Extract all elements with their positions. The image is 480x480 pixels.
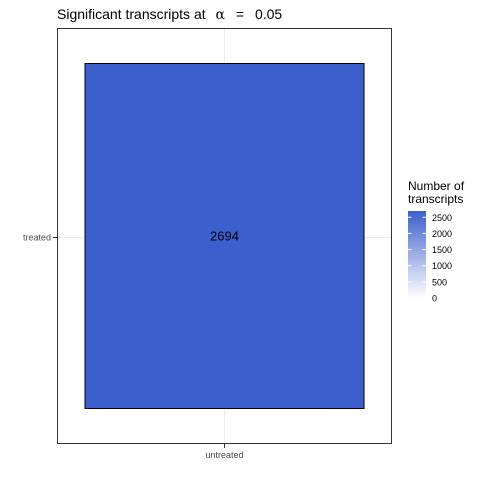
chart-title: Significant transcripts at α = 0.05	[57, 6, 282, 23]
legend-title-line-1: Number of	[408, 179, 465, 193]
legend-tick-label: 2000	[432, 229, 452, 239]
heatmap-cells: 2694	[84, 63, 365, 409]
legend-title-line-2: transcripts	[408, 192, 463, 206]
legend-color-bar	[408, 211, 426, 298]
legend-tick-label: 2500	[432, 213, 452, 223]
chart-title-prefix: Significant transcripts at	[57, 6, 206, 22]
plot-panel-border	[57, 28, 392, 444]
y-axis-tick-label: treated	[23, 233, 51, 243]
heatmap-cell-label: 2694	[210, 229, 239, 244]
plot-panel: 2694	[57, 28, 392, 444]
y-axis: treated	[23, 233, 57, 243]
chart-title-alpha: α	[216, 7, 226, 23]
chart-title-value: 0.05	[255, 6, 282, 22]
legend-tick-label: 1500	[432, 245, 452, 255]
heatmap-cell	[84, 63, 365, 409]
x-axis-tick-label: untreated	[205, 450, 243, 460]
x-axis: untreated	[205, 444, 244, 460]
legend: Number of transcripts 0 500 1000 1500 2000 25…	[408, 179, 465, 304]
legend-tick-label: 500	[432, 277, 447, 287]
legend-tick-label: 1000	[432, 261, 452, 271]
chart-title-equals: =	[236, 6, 244, 22]
legend-ticks: 0 500 1000 1500 2000 2500	[408, 213, 452, 304]
legend-tick-label: 0	[432, 294, 437, 304]
